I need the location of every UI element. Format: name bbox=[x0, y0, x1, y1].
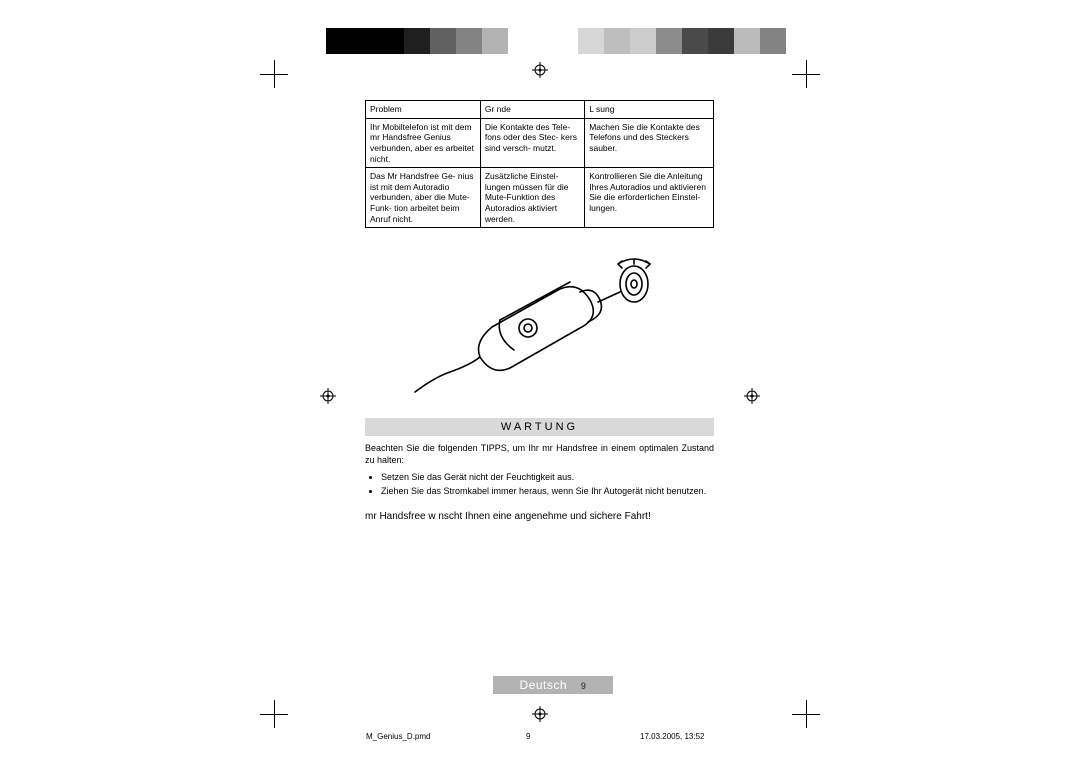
car-charger-illustration bbox=[410, 252, 670, 402]
intro-text: Beachten Sie die folgenden TIPPS, um Ihr… bbox=[365, 442, 714, 466]
crop-mark bbox=[792, 60, 820, 88]
cell: Zusätzliche Einstel- lungen müssen für d… bbox=[480, 168, 584, 228]
col-header: L sung bbox=[585, 101, 714, 119]
registration-mark bbox=[320, 388, 336, 404]
closing-text: mr Handsfree w nscht Ihnen eine angenehm… bbox=[365, 511, 714, 522]
footer-datetime: 17.03.2005, 13:52 bbox=[640, 732, 705, 741]
crop-mark bbox=[260, 700, 288, 728]
troubleshoot-table: Problem Gr nde L sung Ihr Mobiltelefon i… bbox=[365, 100, 714, 228]
footer-pagenum: 9 bbox=[526, 732, 530, 741]
registration-mark bbox=[744, 388, 760, 404]
language-footer: Deutsch 9 bbox=[493, 676, 613, 694]
page-number: 9 bbox=[571, 681, 587, 691]
footer-filename: M_Genius_D.pmd bbox=[366, 732, 430, 741]
cell: Machen Sie die Kontakte des Telefons und… bbox=[585, 118, 714, 168]
cell: Kontrollieren Sie die Anleitung Ihres Au… bbox=[585, 168, 714, 228]
registration-mark bbox=[532, 62, 548, 78]
table-row: Das Mr Handsfree Ge- nius ist mit dem Au… bbox=[366, 168, 714, 228]
page-content: Problem Gr nde L sung Ihr Mobiltelefon i… bbox=[365, 100, 714, 522]
print-color-bar-left bbox=[326, 28, 534, 54]
col-header: Gr nde bbox=[480, 101, 584, 119]
crop-mark bbox=[792, 700, 820, 728]
section-heading: Wartung bbox=[365, 418, 714, 436]
print-color-bar-right bbox=[578, 28, 786, 54]
list-item: Ziehen Sie das Stromkabel immer heraus, … bbox=[381, 485, 714, 497]
crop-mark bbox=[260, 60, 288, 88]
table-row: Ihr Mobiltelefon ist mit dem mr Handsfre… bbox=[366, 118, 714, 168]
language-label: Deutsch bbox=[520, 678, 568, 692]
cell: Ihr Mobiltelefon ist mit dem mr Handsfre… bbox=[366, 118, 481, 168]
col-header: Problem bbox=[366, 101, 481, 119]
list-item: Setzen Sie das Gerät nicht der Feuchtigk… bbox=[381, 471, 714, 483]
tips-list: Setzen Sie das Gerät nicht der Feuchtigk… bbox=[381, 471, 714, 497]
registration-mark bbox=[532, 706, 548, 722]
cell: Das Mr Handsfree Ge- nius ist mit dem Au… bbox=[366, 168, 481, 228]
cell: Die Kontakte des Tele- fons oder des Ste… bbox=[480, 118, 584, 168]
